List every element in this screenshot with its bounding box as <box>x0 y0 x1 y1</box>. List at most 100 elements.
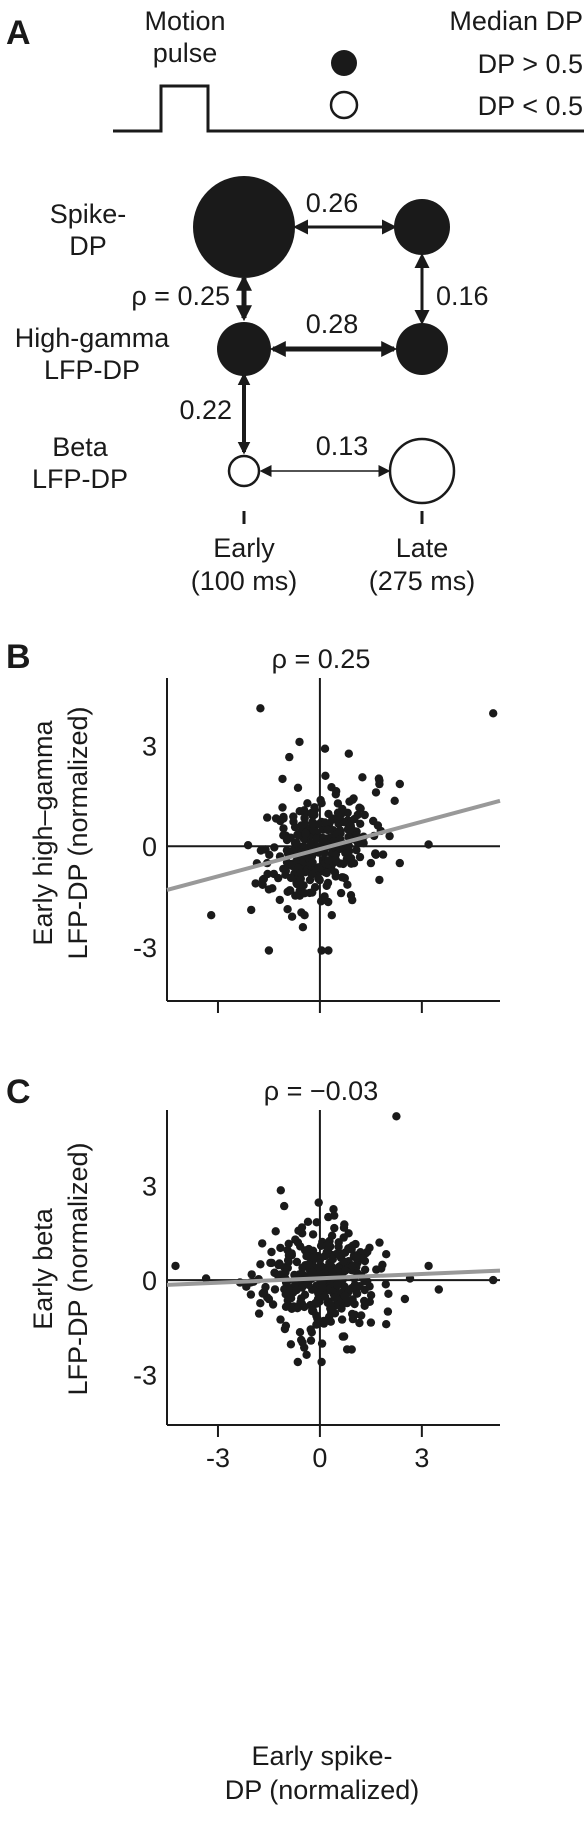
scatter-point <box>317 1339 327 1348</box>
scatter-point <box>346 891 356 900</box>
scatter-point <box>326 1317 335 1326</box>
scatter-point <box>297 821 306 830</box>
node-hg-early <box>217 322 271 376</box>
scatter-point <box>271 1227 280 1236</box>
scatter-point <box>270 1285 280 1294</box>
scatter-point <box>314 1198 323 1207</box>
row-label-spike-2: DP <box>69 231 107 261</box>
scatter-point <box>316 1241 326 1251</box>
scatter-point <box>358 773 367 782</box>
scatter-point <box>329 1205 338 1214</box>
scatter-point <box>352 1289 362 1298</box>
scatter-point <box>312 1218 321 1227</box>
scatter-point <box>285 752 294 762</box>
scatter-point <box>207 911 216 920</box>
scatter-point <box>256 846 266 855</box>
scatter-point <box>295 737 304 747</box>
panel-c-ylabel-line1: Early beta <box>28 1207 58 1330</box>
scatter-point <box>324 856 333 865</box>
scatter-point <box>314 874 323 883</box>
panel-c-xlabel-line1: Early spike- <box>251 1741 392 1771</box>
scatter-point <box>340 1291 350 1301</box>
scatter-point <box>330 868 340 877</box>
scatter-point <box>278 803 287 812</box>
fit-line <box>166 798 501 892</box>
fit-line <box>166 1268 501 1287</box>
scatter-point <box>366 1291 376 1300</box>
scatter-point <box>201 1274 211 1283</box>
scatter-point <box>369 816 378 826</box>
scatter-point <box>332 1280 342 1289</box>
scatter-point <box>317 1357 326 1367</box>
scatter-point <box>289 812 298 821</box>
scatter-point <box>366 858 376 868</box>
scatter-point <box>375 1238 384 1247</box>
scatter-point <box>270 843 279 852</box>
scatter-point <box>385 831 394 841</box>
scatter-point <box>300 813 309 822</box>
panel-a-letter: A <box>6 14 31 52</box>
row-label-spike-1: Spike- <box>50 199 127 229</box>
panel-b-ylabel-line2: LFP-DP (normalized) <box>63 706 93 959</box>
scatter-point <box>307 1328 316 1337</box>
scatter-point <box>274 1260 283 1270</box>
panel-c-letter: C <box>6 1073 31 1111</box>
column-label-late-1: Late <box>396 533 449 563</box>
scatter-point <box>328 1268 337 1278</box>
scatter-point <box>489 709 498 718</box>
scatter-point <box>282 846 292 855</box>
scatter-point <box>290 822 300 832</box>
edge-label-spike-early-hg-early: ρ = 0.25 <box>131 281 230 311</box>
scatter-point <box>357 1311 366 1320</box>
scatter-point <box>424 1261 433 1271</box>
scatter-point <box>276 1243 285 1253</box>
node-spike-late <box>394 199 450 255</box>
scatter-point <box>350 1280 360 1289</box>
scatter-point <box>296 868 305 877</box>
scatter-point <box>346 854 356 863</box>
y-tick-label: 3 <box>142 731 157 761</box>
scatter-point <box>304 1244 313 1254</box>
y-tick-label: 3 <box>142 1172 157 1202</box>
scatter-point <box>276 1315 285 1324</box>
node-hg-late <box>396 323 448 375</box>
scatter-point <box>339 873 348 882</box>
scatter-point <box>365 1297 374 1307</box>
scatter-point <box>292 1257 302 1267</box>
scatter-point <box>303 1217 313 1227</box>
y-tick-label: 0 <box>142 1266 157 1296</box>
scatter-point <box>263 869 272 879</box>
scatter-point <box>296 874 305 883</box>
scatter-point <box>295 1328 305 1337</box>
scatter-point <box>355 1318 364 1328</box>
legend-open-label: DP < 0.5 <box>478 91 583 121</box>
scatter-point <box>363 1247 372 1257</box>
scatter-point <box>282 835 292 845</box>
scatter-point <box>246 1290 256 1299</box>
scatter-point <box>359 838 368 848</box>
x-tick-label: 3 <box>414 1443 429 1473</box>
scatter-point <box>292 1285 301 1295</box>
node-beta-late <box>388 437 456 505</box>
scatter-point <box>304 1260 313 1269</box>
scatter-point <box>395 858 404 868</box>
scatter-point <box>308 1268 317 1277</box>
column-label-early-1: Early <box>213 533 275 563</box>
scatter-point <box>264 946 274 955</box>
scatter-point <box>243 841 253 850</box>
legend-open-marker <box>329 90 359 120</box>
scatter-point <box>320 1292 330 1302</box>
scatter-point <box>335 812 344 821</box>
scatter-point <box>293 1238 303 1247</box>
scatter-point <box>375 875 384 885</box>
scatter-point <box>291 891 300 900</box>
panel-c-plot: -3 0 3 -3 0 3 <box>133 1110 501 1473</box>
scatter-point <box>344 1229 353 1238</box>
scatter-point <box>344 749 353 758</box>
scatter-point <box>337 1304 346 1313</box>
scatter-point <box>292 838 301 847</box>
scatter-point <box>324 946 333 955</box>
edge-label-spike-early-late: 0.26 <box>306 188 359 218</box>
scatter-point <box>293 783 303 792</box>
